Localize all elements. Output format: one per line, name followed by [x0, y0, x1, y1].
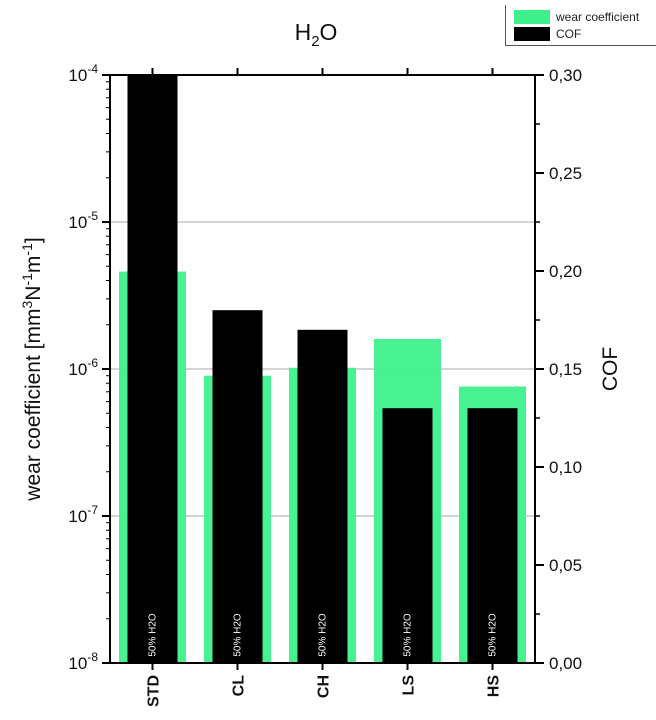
bar-annotation: 50% H2O [318, 613, 329, 657]
y-right-axis-label: COF [599, 347, 622, 391]
cof-bar-cl [212, 310, 263, 663]
cof-bar-hs [467, 408, 518, 663]
legend-swatch-wear [514, 10, 550, 24]
x-tick-label: CH [316, 675, 333, 698]
legend-item-wear: wear coefficient [514, 9, 639, 25]
chart-title: H2O [295, 19, 338, 50]
y-right-tick-label: 0,30 [549, 66, 582, 85]
legend-item-cof: COF [514, 26, 581, 42]
legend: wear coefficient COF [505, 5, 656, 46]
y-left-tick-label: 10-8 [68, 650, 98, 673]
x-tick-label: STD [146, 675, 163, 707]
bar-annotation: 50% H2O [403, 613, 414, 657]
y-left-tick-label: 10-6 [68, 356, 98, 379]
bar-annotation: 50% H2O [488, 613, 499, 657]
legend-label-wear: wear coefficient [556, 10, 640, 24]
x-tick-label: CL [231, 675, 248, 697]
cof-bar-ls [382, 408, 433, 663]
cof-bar-std [127, 75, 178, 663]
y-left-tick-label: 10-4 [68, 62, 98, 85]
y-right-tick-label: 0,25 [549, 164, 582, 183]
y-right-tick-label: 0,10 [549, 458, 582, 477]
y-right-tick-label: 0,20 [549, 262, 582, 281]
cof-bar-ch [297, 329, 348, 663]
bar-annotation: 50% H2O [233, 613, 244, 657]
legend-swatch-cof [514, 27, 550, 41]
x-tick-label: HS [486, 675, 503, 698]
x-tick-label: LS [401, 675, 418, 696]
y-right-tick-label: 0,05 [549, 556, 582, 575]
y-left-tick-label: 10-5 [68, 209, 98, 232]
bar-annotation: 50% H2O [148, 613, 159, 657]
y-left-axis-label: wear coefficient [mm3N-1m-1] [19, 237, 45, 501]
y-left-tick-label: 10-7 [68, 503, 98, 526]
y-right-tick-label: 0,15 [549, 360, 582, 379]
legend-label-cof: COF [556, 27, 582, 41]
y-right-tick-label: 0,00 [549, 654, 582, 673]
